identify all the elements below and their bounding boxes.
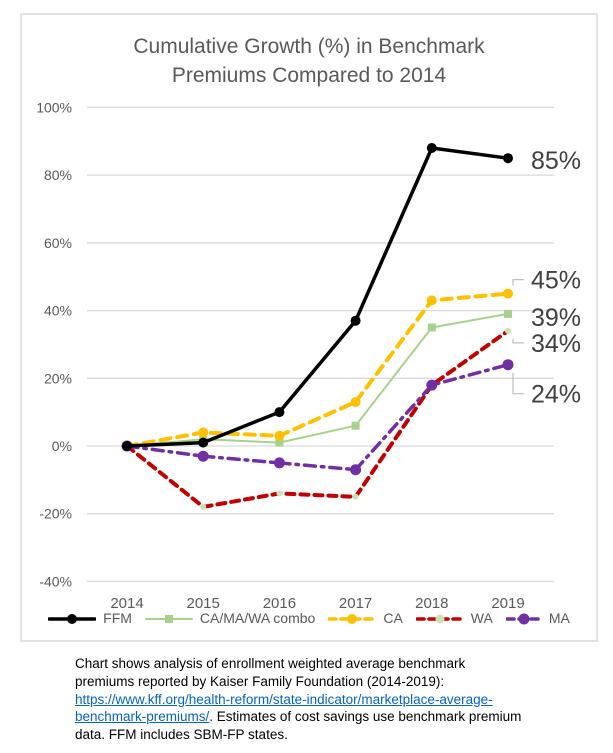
- data-point-marker: [276, 490, 283, 497]
- y-axis-tick-label: 20%: [44, 370, 72, 386]
- data-point-marker: [427, 323, 436, 332]
- caption: Chart shows analysis of enrollment weigh…: [75, 655, 525, 744]
- y-axis-tick-label: 0%: [52, 438, 72, 454]
- series-line-ma: [125, 362, 510, 472]
- caption-text-2: . Estimates of cost savings use benchmar…: [75, 709, 522, 743]
- data-point-marker: [350, 315, 361, 326]
- data-point-marker: [274, 407, 285, 418]
- series-line-ca: [125, 291, 510, 448]
- x-axis-tick-label: 2017: [339, 595, 372, 612]
- legend-line-sample-wa: [415, 612, 465, 624]
- data-point-marker: [426, 379, 438, 391]
- series-end-label: 34%: [531, 330, 581, 358]
- series-line-wa: [125, 328, 510, 509]
- end-label-leader-line: [512, 372, 524, 395]
- data-point-marker: [426, 295, 437, 306]
- legend-label-wa: WA: [470, 610, 493, 626]
- data-point-marker: [502, 359, 514, 371]
- legend-label-ffm: FFM: [103, 610, 132, 626]
- legend-item-combo: CA/MA/WA combo: [144, 610, 316, 626]
- y-axis-tick-label: 80%: [44, 167, 72, 183]
- data-point-marker: [503, 288, 513, 299]
- y-axis-tick-label: -20%: [39, 506, 72, 522]
- series-end-label: 85%: [531, 147, 581, 175]
- legend-line-sample-ma: [505, 612, 543, 625]
- legend-line-sample-combo: [144, 612, 193, 624]
- legend-line-sample-ca: [327, 612, 378, 624]
- legend-item-ma: MA: [505, 610, 570, 626]
- series-end-label: 45%: [531, 267, 581, 295]
- legend-marker: [164, 615, 173, 623]
- x-axis-tick-label: 2014: [110, 595, 143, 612]
- data-point-marker: [505, 327, 511, 334]
- data-point-marker: [503, 153, 513, 164]
- legend-item-wa: WA: [415, 610, 493, 626]
- data-point-marker: [350, 464, 362, 476]
- data-point-marker: [352, 493, 359, 500]
- data-point-marker: [273, 457, 285, 469]
- legend-marker: [67, 614, 78, 624]
- y-axis-tick-label: 60%: [44, 235, 72, 251]
- data-point-marker: [275, 438, 284, 447]
- chart-title-line-1: Cumulative Growth (%) in Benchmark: [133, 35, 485, 58]
- data-point-marker: [504, 309, 512, 318]
- legend-label-combo: CA/MA/WA combo: [199, 610, 316, 626]
- legend-marker: [347, 614, 358, 624]
- data-point-marker: [350, 397, 361, 407]
- data-point-marker: [200, 503, 207, 510]
- x-axis-tick-label: 2015: [187, 595, 220, 612]
- data-point-marker: [198, 427, 209, 438]
- chart-panel: Cumulative Growth (%) in Benchmark Premi…: [20, 13, 598, 642]
- caption-link[interactable]: https://www.kff.org/health-reform/state-…: [75, 691, 493, 725]
- line-chart-plot: 100% 80% 60% 40% 20% 0% -20% -40% 2014 2015 2016 20…: [36, 99, 581, 612]
- data-point-marker: [426, 143, 437, 153]
- series-end-label: 39%: [531, 304, 581, 332]
- legend-line-sample-ffm: [47, 612, 97, 624]
- chart-title-line-2: Premiums Compared to 2014: [171, 64, 447, 87]
- data-point-marker: [198, 437, 209, 448]
- legend-item-ffm: FFM: [47, 610, 132, 626]
- end-label-leader-line: [512, 338, 524, 344]
- data-point-marker: [197, 450, 209, 462]
- legend-label-ma: MA: [548, 610, 570, 626]
- x-axis-tick-label: 2016: [263, 595, 296, 612]
- series-end-label: 24%: [531, 381, 581, 409]
- legend-marker: [435, 614, 445, 624]
- y-axis-tick-label: -40%: [39, 573, 72, 589]
- data-point-marker: [274, 430, 285, 441]
- y-axis-tick-label: 100%: [36, 99, 72, 115]
- data-point-marker: [122, 441, 132, 451]
- legend-label-ca: CA: [383, 610, 403, 626]
- y-axis-tick-label: 40%: [44, 303, 72, 319]
- legend-item-ca: CA: [327, 610, 403, 626]
- x-axis-tick-label: 2019: [491, 595, 524, 612]
- end-label-leader-line: [512, 279, 524, 286]
- legend-marker: [518, 613, 530, 625]
- x-axis-tick-label: 2018: [415, 595, 448, 612]
- caption-text-1: Chart shows analysis of enrollment weigh…: [75, 656, 466, 689]
- chart-legend: FFM CA/MA/WA combo CA WA MA: [22, 610, 596, 626]
- series-line-ca-ma-wa-combo: [126, 312, 509, 447]
- series-line-ffm: [125, 146, 510, 448]
- data-point-marker: [351, 421, 360, 430]
- chart-title: Cumulative Growth (%) in Benchmark Premi…: [22, 32, 596, 90]
